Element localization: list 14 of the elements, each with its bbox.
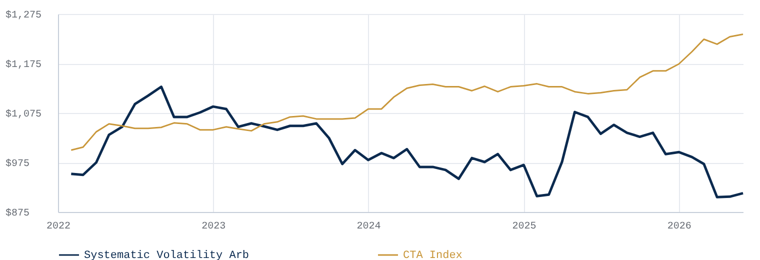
y-tick-label: $1,175 <box>6 59 42 71</box>
x-tick-label: 2026 <box>667 222 692 232</box>
legend-label: Systematic Volatility Arb <box>84 250 250 260</box>
x-tick-label: 2025 <box>512 222 536 232</box>
x-tick-label: 2022 <box>46 222 71 232</box>
x-tick-label: 2023 <box>202 222 226 232</box>
line-series <box>70 86 744 198</box>
y-tick-label: $975 <box>6 158 30 170</box>
line-series <box>70 34 744 151</box>
y-tick-label: $1,075 <box>6 108 42 120</box>
x-tick-label: 2024 <box>356 222 381 232</box>
legend-label: CTA Index <box>403 250 463 260</box>
y-tick-label: $875 <box>6 208 30 220</box>
y-tick-label: $1,275 <box>6 10 42 22</box>
